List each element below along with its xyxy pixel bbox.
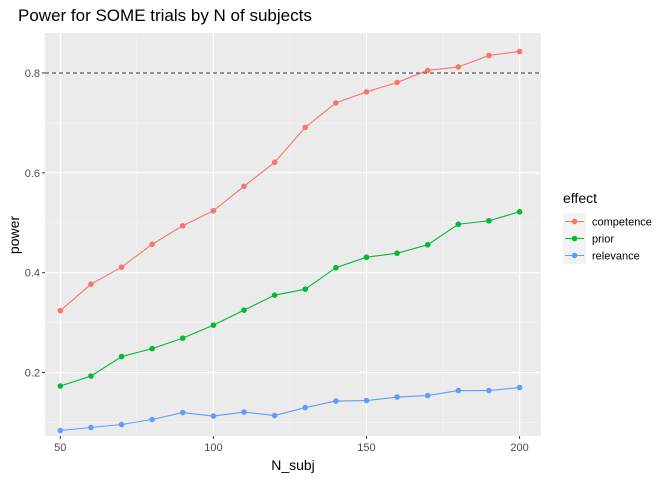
minor-gridlines bbox=[45, 33, 541, 436]
series-line-relevance bbox=[60, 387, 520, 432]
series-line-competence bbox=[59, 50, 520, 312]
y-tick-label: 0.8 bbox=[25, 68, 40, 80]
y-tick-label: 0.6 bbox=[25, 168, 40, 180]
y-tick-label: 0.2 bbox=[25, 368, 40, 380]
data-point-prior bbox=[424, 241, 431, 248]
data-point-competence bbox=[363, 89, 370, 95]
legend-key-point bbox=[571, 218, 578, 225]
data-point-competence bbox=[333, 100, 339, 106]
data-point-prior bbox=[88, 373, 94, 379]
data-point-competence bbox=[241, 183, 247, 190]
data-point-relevance bbox=[394, 394, 400, 400]
legend-item-prior: prior bbox=[563, 230, 614, 247]
data-point-prior bbox=[516, 208, 523, 215]
data-point-relevance bbox=[455, 387, 462, 394]
legend-label: competence bbox=[592, 217, 652, 229]
series-competence bbox=[57, 48, 523, 314]
x-axis-title: N_subj bbox=[271, 457, 315, 473]
data-point-relevance bbox=[241, 409, 247, 415]
data-point-relevance bbox=[210, 413, 217, 419]
data-point-relevance bbox=[333, 398, 339, 404]
legend-label: relevance bbox=[592, 251, 640, 263]
series-line-prior bbox=[60, 211, 520, 387]
data-point-prior bbox=[149, 345, 155, 352]
data-point-relevance bbox=[302, 404, 309, 411]
data-point-competence bbox=[424, 67, 431, 74]
data-point-prior bbox=[455, 221, 462, 228]
legend-key-point bbox=[571, 252, 578, 259]
data-point-relevance bbox=[486, 387, 492, 394]
legend-label: prior bbox=[592, 234, 614, 246]
data-point-prior bbox=[302, 286, 309, 292]
data-point-relevance bbox=[271, 412, 278, 419]
data-point-prior bbox=[241, 307, 247, 313]
data-point-prior bbox=[333, 264, 339, 271]
data-point-prior bbox=[486, 217, 492, 224]
data-point-prior bbox=[363, 254, 370, 261]
data-point-prior bbox=[118, 353, 125, 360]
plot-panel bbox=[45, 33, 541, 436]
data-point-competence bbox=[486, 52, 492, 59]
x-tick-label: 150 bbox=[357, 442, 375, 454]
legend-key-point bbox=[571, 235, 578, 242]
legend: effect competence prior relevance bbox=[563, 190, 652, 264]
data-point-competence bbox=[57, 307, 64, 314]
legend-item-competence: competence bbox=[563, 213, 652, 230]
x-tick-label: 50 bbox=[54, 442, 66, 454]
data-point-competence bbox=[118, 264, 125, 271]
y-axis-title: power bbox=[6, 216, 22, 254]
x-tick-label: 100 bbox=[204, 442, 222, 454]
data-point-competence bbox=[88, 281, 94, 287]
x-tick-label: 200 bbox=[510, 442, 528, 454]
series-relevance bbox=[57, 384, 523, 434]
legend-item-relevance: relevance bbox=[563, 247, 640, 264]
series-prior bbox=[57, 208, 523, 389]
data-point-competence bbox=[179, 222, 186, 229]
data-point-competence bbox=[210, 207, 217, 214]
data-point-prior bbox=[179, 335, 186, 341]
data-point-relevance bbox=[149, 416, 155, 423]
data-point-prior bbox=[210, 322, 217, 328]
data-point-prior bbox=[271, 292, 278, 298]
data-point-competence bbox=[394, 79, 400, 86]
legend-title: effect bbox=[563, 190, 597, 206]
data-point-relevance bbox=[88, 424, 94, 431]
x-axis-ticks: 50 100 150 200 bbox=[54, 436, 529, 454]
data-point-competence bbox=[455, 64, 462, 70]
data-point-competence bbox=[271, 159, 278, 166]
data-point-relevance bbox=[363, 397, 370, 404]
data-point-relevance bbox=[424, 392, 431, 399]
data-point-competence bbox=[302, 124, 309, 131]
data-point-prior bbox=[57, 383, 64, 389]
data-point-prior bbox=[394, 250, 400, 257]
data-point-relevance bbox=[118, 421, 125, 428]
chart-title: Power for SOME trials by N of subjects bbox=[18, 6, 312, 25]
data-point-competence bbox=[516, 48, 523, 55]
data-point-competence bbox=[149, 241, 155, 248]
data-point-relevance bbox=[516, 384, 523, 391]
series-layer bbox=[57, 48, 523, 434]
y-tick-label: 0.4 bbox=[25, 268, 40, 280]
data-point-relevance bbox=[57, 427, 64, 434]
data-point-relevance bbox=[179, 409, 186, 416]
y-axis-ticks: 0.2 0.4 0.6 0.8 bbox=[25, 68, 45, 380]
